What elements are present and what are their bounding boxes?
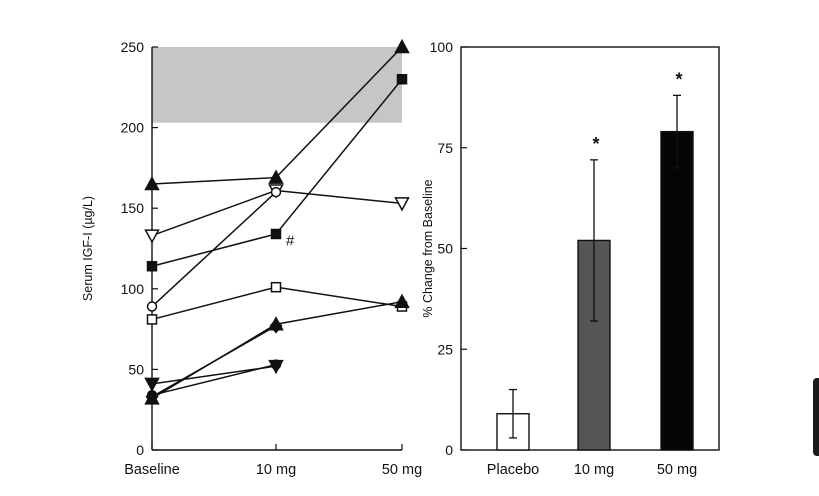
significance-asterisk: * (675, 69, 682, 89)
bar-group-10-mg: * 10 mg (574, 134, 614, 478)
line-chart: 0 50 100 150 200 250 Baseline 10 mg 50 mg Serum … (81, 38, 423, 478)
filled-square-marker (146, 260, 158, 272)
line-chart-series (144, 38, 410, 405)
filled-triangle-marker (394, 293, 410, 308)
line-chart-x-tick-label: 50 mg (382, 462, 422, 478)
line-chart-y-tick-label: 200 (121, 120, 145, 136)
open-circle-marker (146, 301, 158, 312)
bar-chart-y-tick-label: 25 (437, 341, 453, 357)
line-chart-y-tick-label: 250 (121, 39, 145, 55)
bar (577, 239, 611, 451)
bar-chart-y-tick-label: 50 (437, 241, 453, 257)
line-chart-y-tick-label: 0 (136, 442, 144, 458)
line-chart-x-tick-label: 10 mg (256, 462, 296, 478)
line-series-1 (144, 38, 410, 191)
line-series-4 (146, 186, 282, 312)
bar-group-placebo: Placebo (487, 388, 539, 478)
line-chart-axes: 0 50 100 150 200 250 Baseline 10 mg 50 mg (121, 39, 423, 478)
filled-circle-marker (146, 389, 158, 401)
filled-triangle-marker (394, 38, 410, 54)
filled-square-marker (270, 228, 282, 240)
bar-chart-x-tick-label: 10 mg (574, 462, 614, 478)
bar-group-50-mg: * 50 mg (657, 69, 697, 478)
bar-chart-y-tick-label: 75 (437, 140, 453, 156)
line-series-9 (146, 359, 282, 401)
filled-inverted-triangle-marker (144, 377, 160, 392)
open-square-marker (146, 314, 158, 325)
filled-square-marker (396, 73, 408, 85)
line-chart-y-tick-label: 100 (121, 281, 145, 297)
series-line (151, 363, 277, 396)
series-line (151, 191, 277, 308)
hash-annotation: # (286, 232, 295, 249)
window-edge-handle (813, 378, 819, 456)
significance-asterisk: * (592, 134, 599, 154)
line-series-5 (146, 281, 408, 325)
line-series-8 (144, 359, 284, 392)
line-chart-y-axis-label: Serum IGF-I (µg/L) (81, 196, 95, 301)
bar-chart-bars: Placebo * 10 mg * 50 mg (487, 69, 697, 478)
bar-chart-x-tick-label: Placebo (487, 462, 539, 478)
open-inverted-triangle-marker (394, 197, 410, 212)
bar-chart: 0 25 50 75 100 Placebo * 10 mg * 50 mg % Change … (421, 39, 720, 478)
filled-triangle-marker (144, 175, 160, 191)
bar-chart-y-tick-label: 0 (445, 442, 453, 458)
bar-chart-x-tick-label: 50 mg (657, 462, 697, 478)
open-square-marker (270, 281, 282, 293)
line-chart-x-tick-label: Baseline (124, 462, 180, 478)
line-chart-y-tick-label: 150 (121, 200, 145, 216)
filled-triangle-marker (268, 169, 284, 184)
bar-chart-y-axis-label: % Change from Baseline (421, 179, 435, 317)
open-inverted-triangle-marker (144, 229, 160, 244)
bar-chart-y-tick-label: 100 (430, 39, 454, 55)
series-line (151, 300, 403, 400)
line-series-2 (146, 73, 408, 272)
filled-circle-marker (270, 359, 282, 370)
filled-triangle-marker (268, 316, 284, 331)
open-circle-marker (270, 186, 282, 198)
bar-chart-axes: 0 25 50 75 100 (430, 39, 720, 458)
bar (660, 130, 694, 451)
reference-range-band (152, 47, 402, 123)
line-chart-y-tick-label: 50 (128, 361, 144, 377)
